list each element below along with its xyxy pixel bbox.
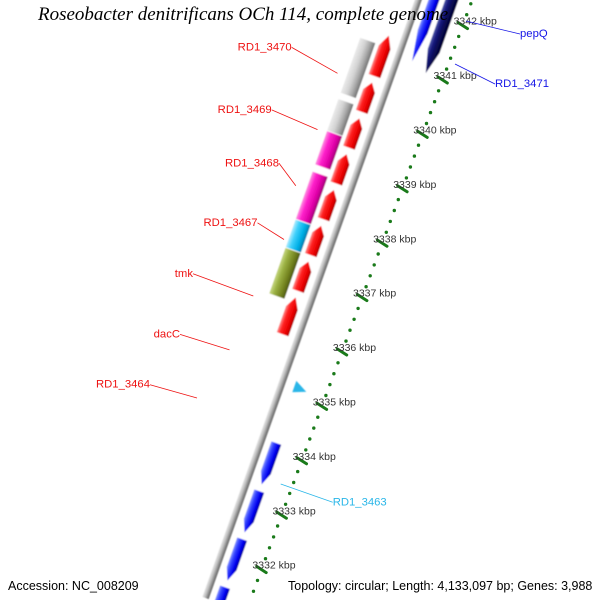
svg-text:3337 kbp: 3337 kbp bbox=[353, 288, 396, 300]
svg-text:RD1_3468: RD1_3468 bbox=[225, 157, 279, 169]
svg-text:3340 kbp: 3340 kbp bbox=[413, 125, 456, 137]
svg-text:3339 kbp: 3339 kbp bbox=[393, 179, 436, 191]
svg-text:dacC: dacC bbox=[154, 328, 180, 340]
svg-text:3338 kbp: 3338 kbp bbox=[373, 233, 416, 245]
svg-text:3332 kbp: 3332 kbp bbox=[252, 560, 295, 572]
svg-text:RD1_3471: RD1_3471 bbox=[495, 78, 549, 90]
svg-text:pepQ: pepQ bbox=[520, 28, 548, 40]
svg-text:RD1_3467: RD1_3467 bbox=[203, 217, 257, 229]
svg-text:3336 kbp: 3336 kbp bbox=[333, 342, 376, 354]
svg-text:RD1_3469: RD1_3469 bbox=[218, 104, 272, 116]
svg-text:tmk: tmk bbox=[175, 268, 194, 280]
svg-text:3335 kbp: 3335 kbp bbox=[313, 397, 356, 409]
svg-text:RD1_3463: RD1_3463 bbox=[333, 496, 387, 508]
svg-text:3333 kbp: 3333 kbp bbox=[273, 505, 316, 517]
svg-text:3342 kbp: 3342 kbp bbox=[454, 16, 497, 28]
svg-text:RD1_3470: RD1_3470 bbox=[238, 41, 292, 53]
svg-text:3334 kbp: 3334 kbp bbox=[293, 451, 336, 463]
svg-text:RD1_3464: RD1_3464 bbox=[96, 379, 150, 391]
